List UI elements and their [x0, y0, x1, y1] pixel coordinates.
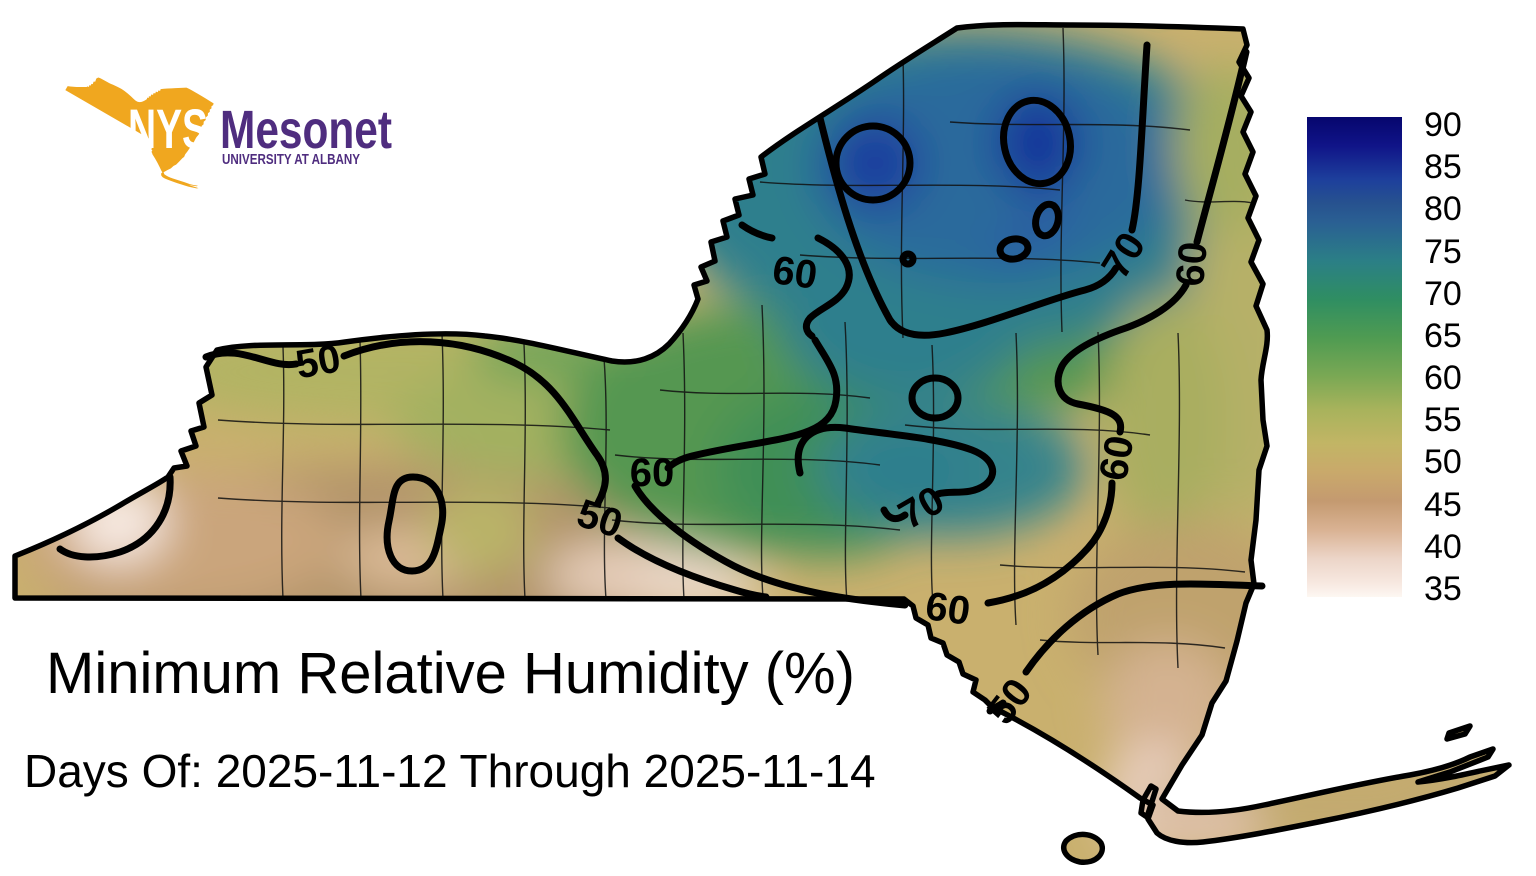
map-date-range: Days Of: 2025-11-12 Through 2025-11-14 [24, 745, 876, 797]
contour-label: 60 [630, 451, 675, 495]
logo-tagline-text: UNIVERSITY AT ALBANY [222, 151, 360, 168]
county-boundaries [217, 27, 1259, 669]
colorbar-tick: 50 [1424, 443, 1462, 481]
colorbar-tick: 85 [1424, 148, 1462, 186]
contour-label: 50 [292, 336, 343, 387]
contour-lines [56, 41, 1266, 715]
map-title: Minimum Relative Humidity (%) [46, 641, 855, 706]
colorbar-tick: 40 [1424, 528, 1462, 566]
colorbar-tick: 60 [1424, 359, 1462, 397]
colorbar-tick: 90 [1424, 106, 1462, 144]
contour-label: 60 [923, 584, 973, 634]
contour-label: 60 [1168, 240, 1216, 288]
logo-nys-text: NYS [128, 97, 208, 160]
contour-label: 60 [1091, 432, 1142, 483]
colorbar-tick: 55 [1424, 401, 1462, 439]
nys-mesonet-logo: NYS Mesonet UNIVERSITY AT ALBANY [51, 35, 392, 196]
colorbar-tick: 65 [1424, 317, 1462, 355]
colorbar-tick: 70 [1424, 275, 1462, 313]
colorbar-tick: 75 [1424, 233, 1462, 271]
colorbar-tick: 35 [1424, 570, 1462, 608]
contour-label: 60 [770, 248, 820, 298]
colorbar-tick: 80 [1424, 190, 1462, 228]
colorbar-gradient [1307, 117, 1402, 597]
logo-mesonet-text: Mesonet [220, 100, 392, 160]
colorbar-tick: 45 [1424, 486, 1462, 524]
